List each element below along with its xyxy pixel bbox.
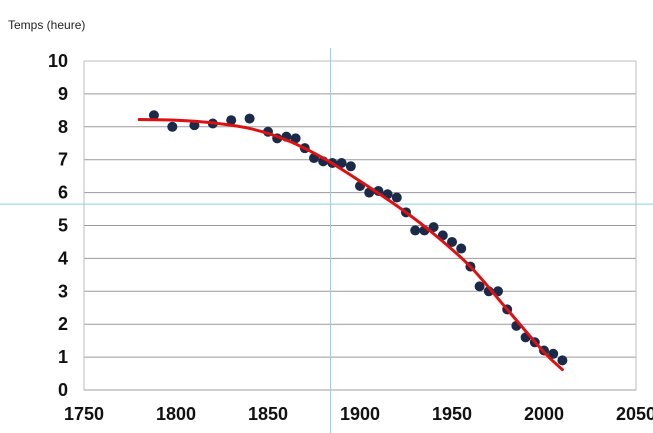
x-tick-label-1800: 1800 [156, 404, 196, 424]
y-tick-label-9: 9 [58, 84, 68, 104]
y-tick-label-7: 7 [58, 150, 68, 170]
data-point-22 [410, 225, 421, 236]
x-tick-label-1850: 1850 [248, 404, 288, 424]
data-point-9 [290, 133, 301, 144]
x-tick-label-2050: 2050 [616, 404, 653, 424]
y-tick-label-10: 10 [48, 51, 68, 71]
x-tick-label-1750: 1750 [64, 404, 104, 424]
data-point-14 [336, 157, 347, 168]
data-point-15 [345, 161, 356, 172]
data-point-29 [474, 281, 485, 292]
data-point-27 [456, 243, 467, 254]
plot-area-frame [83, 60, 637, 391]
data-point-5 [244, 113, 255, 124]
data-point-26 [447, 236, 457, 247]
y-tick-labels: 0 1 2 3 4 5 6 7 8 9 10 [48, 51, 68, 400]
y-tick-label-6: 6 [58, 183, 68, 203]
scatter-points [148, 110, 568, 366]
data-point-20 [391, 192, 402, 203]
data-point-24 [428, 222, 439, 233]
y-tick-label-8: 8 [58, 117, 68, 137]
crosshair-lines [0, 48, 653, 433]
y-tick-label-4: 4 [58, 248, 68, 268]
data-point-38 [557, 355, 568, 366]
trend-line-group [137, 118, 564, 372]
trend-line [137, 118, 564, 372]
y-tick-label-0: 0 [58, 380, 68, 400]
data-point-1 [167, 121, 178, 132]
x-tick-labels: 1750 1800 1850 1900 1950 2000 2050 [64, 404, 653, 424]
data-point-37 [548, 348, 559, 359]
x-tick-label-1900: 1900 [340, 404, 380, 424]
x-tick-label-1950: 1950 [432, 404, 472, 424]
x-tick-label-2000: 2000 [524, 404, 564, 424]
y-tick-label-3: 3 [58, 281, 68, 301]
y-tick-label-1: 1 [58, 347, 68, 367]
data-point-4 [226, 115, 237, 126]
y-axis-label: Temps (heure) [8, 18, 85, 32]
data-point-0 [148, 110, 159, 121]
y-tick-label-5: 5 [58, 216, 68, 236]
gridlines [84, 60, 636, 391]
y-tick-label-2: 2 [58, 314, 68, 334]
